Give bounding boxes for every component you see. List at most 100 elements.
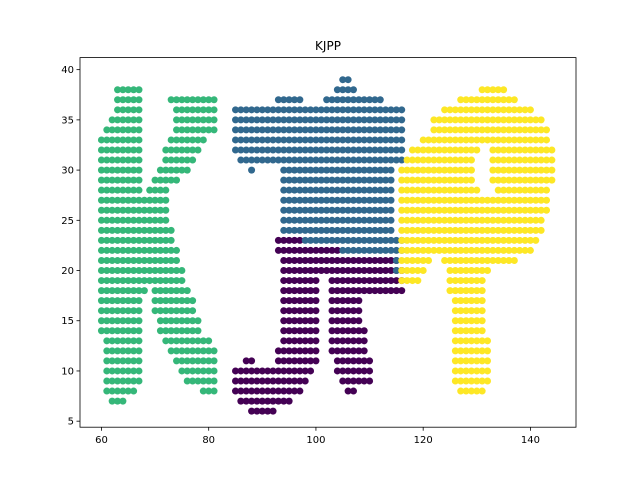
data-point [333, 277, 341, 285]
data-point [371, 116, 379, 124]
data-point [500, 186, 508, 194]
data-point [457, 317, 465, 325]
data-point [462, 246, 470, 254]
data-point [280, 106, 288, 114]
data-point [307, 186, 315, 194]
data-point [339, 357, 347, 365]
data-point [398, 246, 406, 254]
data-point [478, 136, 486, 144]
data-point [167, 226, 175, 234]
data-point [285, 246, 293, 254]
data-point [462, 377, 470, 385]
data-point [248, 126, 256, 134]
data-point [290, 337, 298, 345]
data-point [510, 236, 518, 244]
data-point [167, 307, 175, 315]
data-point [457, 246, 465, 254]
data-point [108, 267, 116, 275]
data-point [183, 337, 191, 345]
data-point [505, 126, 513, 134]
data-point [478, 377, 486, 385]
data-point [435, 156, 443, 164]
data-point [269, 116, 277, 124]
data-point [178, 347, 186, 355]
data-point [194, 347, 202, 355]
data-point [339, 277, 347, 285]
data-point [194, 106, 202, 114]
data-point [398, 267, 406, 275]
data-point [543, 146, 551, 154]
data-point [301, 236, 309, 244]
data-point [446, 226, 454, 234]
data-point [500, 256, 508, 264]
data-point [484, 347, 492, 355]
data-point [387, 136, 395, 144]
data-point [344, 76, 352, 84]
data-point [280, 226, 288, 234]
data-point [462, 166, 470, 174]
data-point [430, 226, 438, 234]
data-point [173, 246, 181, 254]
data-point [328, 267, 336, 275]
data-point [392, 236, 400, 244]
data-point [355, 317, 363, 325]
data-point [135, 106, 143, 114]
data-point [435, 226, 443, 234]
data-point [135, 256, 143, 264]
data-point [510, 146, 518, 154]
data-point [290, 206, 298, 214]
data-point [392, 256, 400, 264]
data-point [462, 267, 470, 275]
data-point [457, 297, 465, 305]
data-point [290, 196, 298, 204]
data-point [462, 216, 470, 224]
data-point [382, 166, 390, 174]
data-point [478, 277, 486, 285]
data-point [349, 367, 357, 375]
data-point [355, 327, 363, 335]
data-point [457, 256, 465, 264]
data-point [467, 176, 475, 184]
data-point [360, 206, 368, 214]
data-point [366, 267, 374, 275]
data-point [167, 327, 175, 335]
data-point [462, 196, 470, 204]
data-point [467, 96, 475, 104]
data-point [97, 256, 105, 264]
x-tick-label: 120 [414, 435, 433, 446]
data-point [462, 307, 470, 315]
data-point [97, 236, 105, 244]
data-point [473, 256, 481, 264]
data-point [473, 337, 481, 345]
data-point [97, 287, 105, 295]
data-point [451, 206, 459, 214]
data-point [258, 126, 266, 134]
data-point [376, 166, 384, 174]
data-point [248, 367, 256, 375]
data-point [500, 176, 508, 184]
data-point [205, 96, 213, 104]
data-point [108, 246, 116, 254]
data-point [484, 116, 492, 124]
data-point [205, 126, 213, 134]
data-point [451, 297, 459, 305]
data-point [258, 116, 266, 124]
data-point [296, 126, 304, 134]
data-point [178, 166, 186, 174]
data-point [119, 176, 127, 184]
data-point [307, 236, 315, 244]
data-point [103, 317, 111, 325]
data-point [543, 196, 551, 204]
data-point [108, 196, 116, 204]
data-point [419, 136, 427, 144]
data-point [467, 287, 475, 295]
data-point [307, 367, 315, 375]
data-point [199, 96, 207, 104]
data-point [473, 136, 481, 144]
data-point [360, 136, 368, 144]
data-point [537, 166, 545, 174]
data-point [135, 337, 143, 345]
data-point [333, 256, 341, 264]
data-point [124, 307, 132, 315]
data-point [146, 216, 154, 224]
